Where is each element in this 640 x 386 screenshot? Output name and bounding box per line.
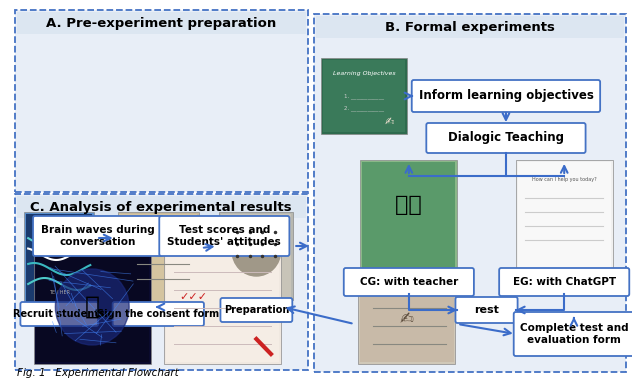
Text: How can I help you today?: How can I help you today? (532, 178, 596, 183)
Text: Recruit students: Recruit students (13, 309, 105, 319)
FancyBboxPatch shape (412, 80, 600, 112)
Bar (36, 252, 148, 362)
Bar (518, 162, 611, 268)
FancyBboxPatch shape (26, 214, 92, 302)
FancyBboxPatch shape (456, 297, 518, 323)
Bar (360, 160, 458, 270)
Text: 👩‍🏫: 👩‍🏫 (396, 195, 422, 215)
Text: Preparation: Preparation (224, 305, 289, 315)
FancyBboxPatch shape (113, 302, 204, 326)
Bar (34, 250, 150, 364)
Text: Brain waves during
conversation: Brain waves during conversation (41, 225, 155, 247)
Circle shape (55, 269, 129, 345)
Text: 🧠: 🧠 (84, 295, 100, 319)
Bar (17, 12, 306, 34)
Bar (17, 196, 306, 218)
Bar (360, 286, 454, 362)
Text: EG: with ChatGPT: EG: with ChatGPT (513, 277, 616, 287)
Text: Fig. 1   Experimental Flowchart: Fig. 1 Experimental Flowchart (17, 368, 179, 378)
FancyBboxPatch shape (344, 268, 474, 296)
Text: 1. ____________: 1. ____________ (344, 93, 384, 99)
Bar (164, 250, 281, 364)
Text: ✍: ✍ (400, 310, 414, 328)
Bar (323, 60, 405, 132)
Text: ✓✓✓: ✓✓✓ (179, 292, 207, 302)
Text: Dialogic Teaching: Dialogic Teaching (448, 132, 564, 144)
Bar (24, 212, 94, 304)
Text: rest: rest (474, 305, 499, 315)
FancyBboxPatch shape (514, 312, 634, 356)
Bar (221, 214, 291, 298)
Bar (314, 14, 627, 372)
Bar (321, 58, 407, 134)
Text: TE / HER: TE / HER (49, 290, 70, 295)
Text: CG: with teacher: CG: with teacher (360, 277, 458, 287)
Text: ✍: ✍ (385, 117, 394, 127)
Bar (516, 160, 612, 270)
FancyBboxPatch shape (499, 268, 629, 296)
FancyBboxPatch shape (159, 216, 289, 256)
Text: 2. ____________: 2. ____________ (344, 105, 384, 111)
Text: Complete test and
evaluation form: Complete test and evaluation form (520, 323, 628, 345)
Text: A. Pre-experiment preparation: A. Pre-experiment preparation (46, 17, 276, 29)
Bar (220, 212, 293, 300)
FancyBboxPatch shape (33, 216, 163, 256)
Circle shape (232, 226, 281, 276)
Text: C. Analysis of experimental results: C. Analysis of experimental results (30, 200, 292, 213)
FancyBboxPatch shape (20, 302, 98, 326)
Bar (15, 194, 308, 370)
Bar (15, 10, 308, 192)
Text: Learning Objectives: Learning Objectives (333, 71, 396, 76)
Text: Inform learning objectives: Inform learning objectives (419, 90, 593, 103)
Text: Sign the consent form: Sign the consent form (97, 309, 220, 319)
Bar (316, 16, 625, 38)
Bar (120, 214, 197, 302)
Bar (362, 162, 456, 268)
FancyBboxPatch shape (426, 123, 586, 153)
Text: Test scores and
Students' attitudes: Test scores and Students' attitudes (168, 225, 281, 247)
Text: B. Formal experiments: B. Formal experiments (385, 20, 555, 34)
Bar (358, 284, 456, 364)
FancyBboxPatch shape (220, 298, 292, 322)
Bar (166, 252, 278, 362)
Bar (118, 212, 199, 304)
